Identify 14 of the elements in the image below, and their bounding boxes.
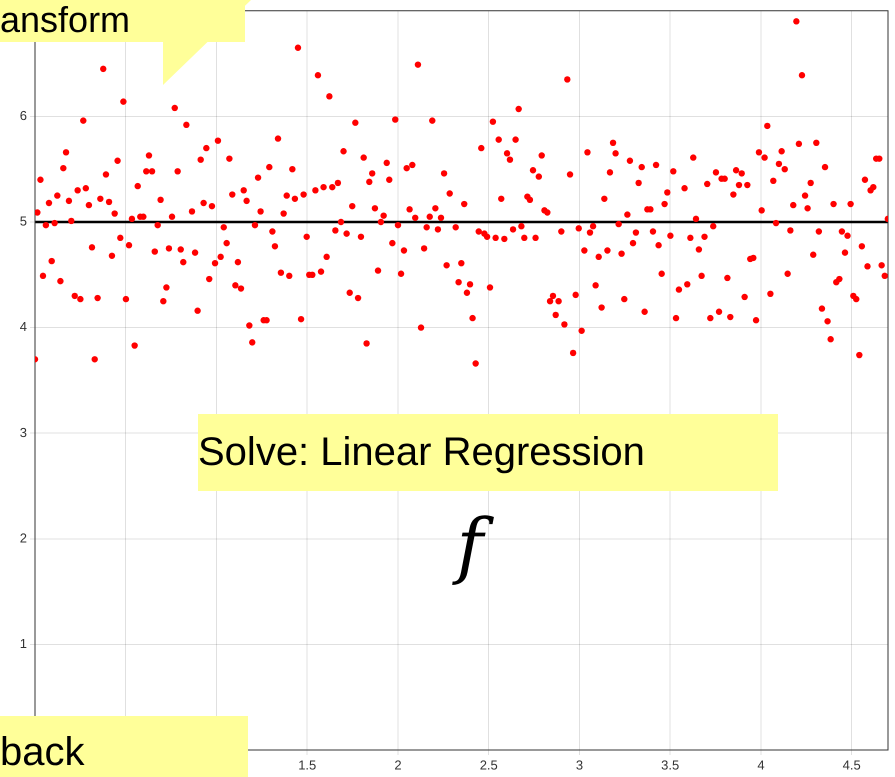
x-tick-label: 4	[757, 757, 765, 772]
x-tick-label: 4.5	[842, 757, 861, 772]
y-tick-label: 3	[20, 424, 27, 440]
y-tick-label: 6	[20, 108, 27, 123]
y-tick-label: 5	[20, 214, 27, 229]
y-tick-label: 1	[20, 636, 27, 651]
y-tick-label: 2	[20, 530, 27, 546]
x-tick-label: 2	[394, 757, 402, 772]
x-tick-label: 3.5	[661, 757, 680, 772]
y-tick-label: 4	[20, 319, 27, 334]
x-tick-label: 2.5	[480, 757, 498, 772]
x-tick-label: 1.5	[298, 757, 316, 772]
annotation: f	[451, 502, 495, 589]
x-tick-label: 3	[576, 757, 584, 772]
